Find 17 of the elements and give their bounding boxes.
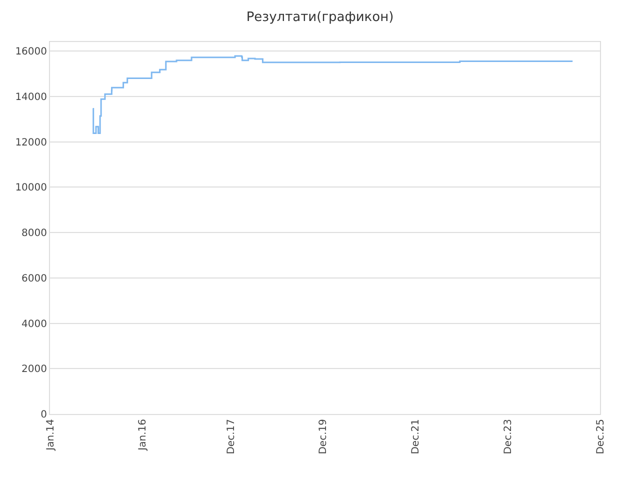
x-tick-label: Dec.17	[226, 419, 237, 454]
x-tick-label: Dec.25	[595, 419, 606, 454]
x-tick-label: Dec.19	[318, 419, 330, 454]
y-tick-label: 2000	[22, 364, 47, 376]
x-tick-label: Dec.23	[502, 419, 514, 454]
y-tick-label: 8000	[22, 228, 47, 240]
x-tick-label: Dec.21	[410, 419, 422, 454]
chart-title: Резултати(графикон)	[246, 10, 394, 26]
y-tick-label: 6000	[22, 273, 47, 284]
y-tick-label: 16000	[15, 46, 47, 58]
x-tick-label: Jan.16	[138, 419, 149, 452]
x-tick-label: Jan.14	[45, 419, 56, 452]
y-tick-label: 12000	[15, 137, 47, 148]
y-tick-label: 14000	[15, 92, 47, 103]
y-tick-label: 0	[40, 410, 47, 420]
y-tick-label: 10000	[15, 182, 47, 194]
y-tick-label: 4000	[22, 318, 47, 330]
